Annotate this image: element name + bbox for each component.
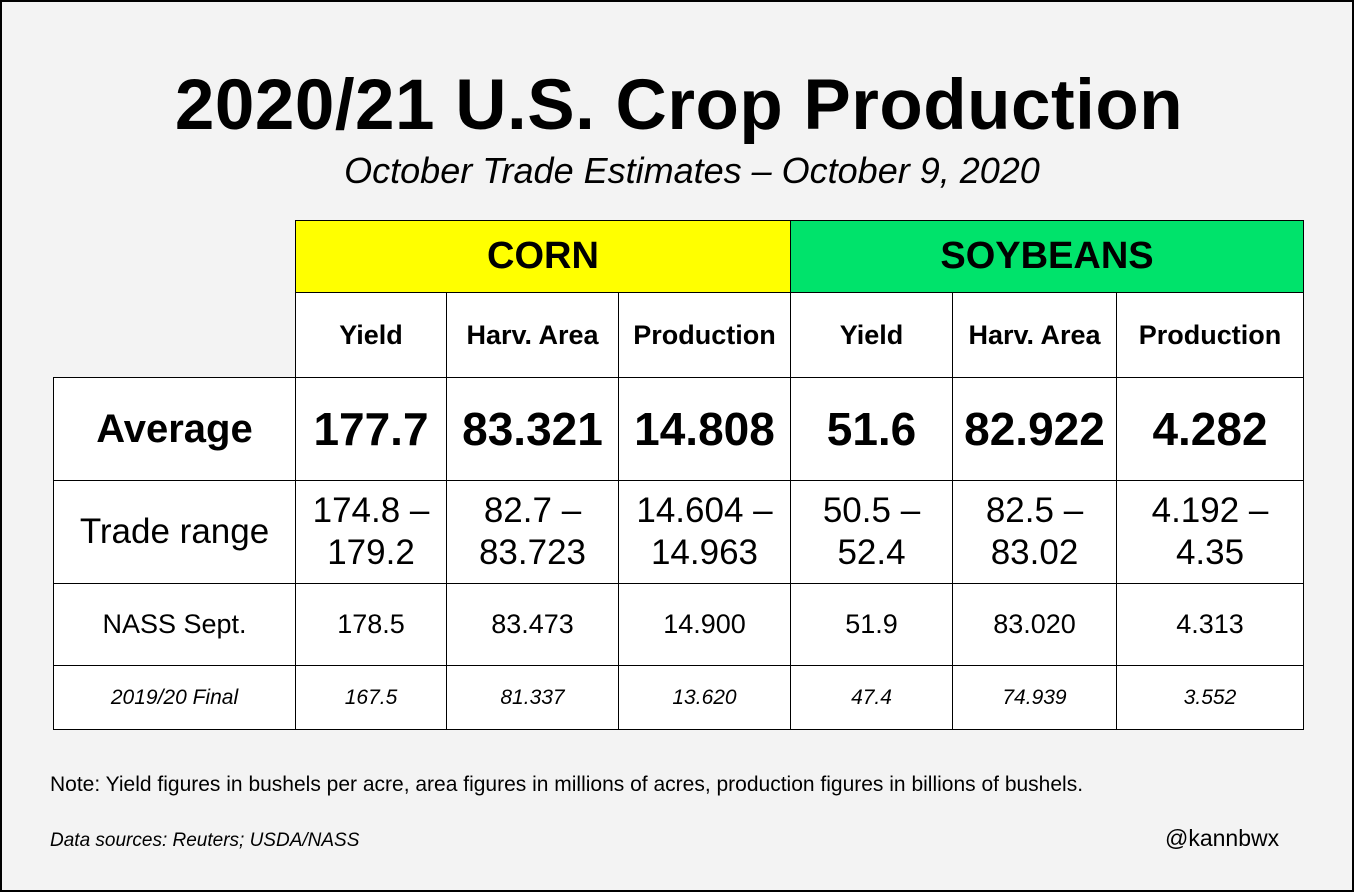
cell-average-soybeans-yield: 51.6: [790, 377, 953, 481]
table-row-2019-20-final: 2019/20 Final 167.5 81.337 13.620 47.4 7…: [53, 665, 1304, 730]
column-header-corn-production: Production: [618, 292, 791, 378]
cell-range-soybeans-yield: 50.5 –52.4: [790, 480, 953, 584]
row-label-trade-range: Trade range: [53, 480, 296, 584]
range-low: 4.192 –: [1151, 491, 1269, 530]
range-low: 50.5 –: [822, 491, 921, 530]
cell-range-corn-production: 14.604 –14.963: [618, 480, 791, 584]
range-high: 83.02: [990, 533, 1079, 572]
cell-range-corn-yield: 174.8 –179.2: [295, 480, 447, 584]
cell-average-corn-yield: 177.7: [295, 377, 447, 481]
cell-nass-corn-production: 14.900: [618, 583, 791, 666]
table-row-nass-sept: NASS Sept. 178.5 83.473 14.900 51.9 83.0…: [53, 583, 1304, 666]
cell-average-soybeans-harv-area: 82.922: [952, 377, 1117, 481]
range-high: 83.723: [478, 533, 587, 572]
row-label-average: Average: [53, 377, 296, 481]
corner-blank: [54, 221, 296, 293]
cell-final-corn-harv-area: 81.337: [446, 665, 619, 730]
column-header-corn-harv-area: Harv. Area: [446, 292, 619, 378]
range-low: 14.604 –: [636, 491, 773, 530]
author-handle: @kannbwx: [1165, 825, 1280, 851]
cell-range-corn-harv-area: 82.7 –83.723: [446, 480, 619, 584]
cell-range-soybeans-harv-area: 82.5 –83.02: [952, 480, 1117, 584]
range-low: 82.7 –: [483, 491, 582, 530]
cell-nass-soybeans-harv-area: 83.020: [952, 583, 1117, 666]
page-subtitle: October Trade Estimates – October 9, 202…: [344, 150, 1040, 191]
cell-range-soybeans-production: 4.192 –4.35: [1116, 480, 1304, 584]
cell-average-corn-production: 14.808: [618, 377, 791, 481]
page-title: 2020/21 U.S. Crop Production: [174, 66, 1184, 145]
crop-production-table: CORN SOYBEANS Yield Harv. Area Productio…: [53, 220, 1304, 730]
cell-final-soybeans-production: 3.552: [1116, 665, 1304, 730]
soybeans-group-header: SOYBEANS: [790, 220, 1304, 293]
range-high: 179.2: [327, 533, 415, 572]
cell-nass-corn-harv-area: 83.473: [446, 583, 619, 666]
units-note: Note: Yield figures in bushels per acre,…: [50, 773, 1084, 796]
range-high: 52.4: [837, 533, 906, 572]
cell-final-corn-yield: 167.5: [295, 665, 447, 730]
corn-group-header: CORN: [295, 220, 791, 293]
cell-final-corn-production: 13.620: [618, 665, 791, 730]
cell-final-soybeans-yield: 47.4: [790, 665, 953, 730]
range-high: 4.35: [1175, 533, 1245, 572]
cell-nass-soybeans-yield: 51.9: [790, 583, 953, 666]
column-header-soybeans-harv-area: Harv. Area: [952, 292, 1117, 378]
range-low: 174.8 –: [312, 491, 430, 530]
column-header-soybeans-yield: Yield: [790, 292, 953, 378]
table-row-trade-range: Trade range 174.8 –179.2 82.7 –83.723 14…: [53, 480, 1304, 584]
cell-final-soybeans-harv-area: 74.939: [952, 665, 1117, 730]
cell-nass-corn-yield: 178.5: [295, 583, 447, 666]
corner-blank: [54, 293, 296, 378]
cell-average-corn-harv-area: 83.321: [446, 377, 619, 481]
column-header-soybeans-production: Production: [1116, 292, 1304, 378]
cell-average-soybeans-production: 4.282: [1116, 377, 1304, 481]
range-low: 82.5 –: [985, 491, 1084, 530]
row-label-nass-sept: NASS Sept.: [53, 583, 296, 666]
row-label-2019-20-final: 2019/20 Final: [53, 665, 296, 730]
data-sources: Data sources: Reuters; USDA/NASS: [50, 830, 360, 851]
column-header-corn-yield: Yield: [295, 292, 447, 378]
range-high: 14.963: [650, 533, 759, 572]
cell-nass-soybeans-production: 4.313: [1116, 583, 1304, 666]
table-row-average: Average 177.7 83.321 14.808 51.6 82.922 …: [53, 377, 1304, 481]
